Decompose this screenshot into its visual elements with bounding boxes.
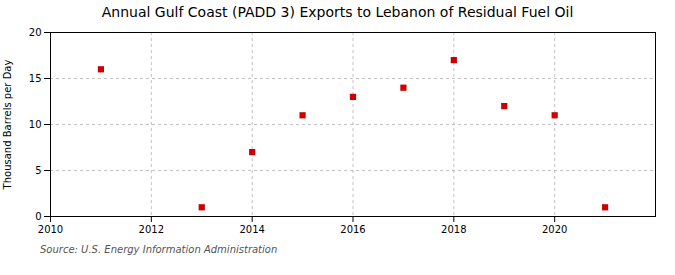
svg-text:2014: 2014 bbox=[239, 224, 264, 235]
svg-text:2016: 2016 bbox=[340, 224, 365, 235]
svg-text:20: 20 bbox=[29, 27, 42, 38]
svg-text:5: 5 bbox=[35, 165, 41, 176]
svg-text:15: 15 bbox=[29, 73, 42, 84]
svg-text:0: 0 bbox=[35, 211, 41, 222]
svg-text:10: 10 bbox=[29, 119, 42, 130]
svg-text:2010: 2010 bbox=[38, 224, 63, 235]
svg-text:Thousand Barrels per Day: Thousand Barrels per Day bbox=[2, 60, 13, 191]
svg-text:2012: 2012 bbox=[139, 224, 164, 235]
html-text:Annual Gulf Coast (PADD 3) Exp: Annual Gulf Coast (PADD 3) Exports to Le… bbox=[101, 4, 574, 20]
html-text:Source: U.S. Energy Informatio: Source: U.S. Energy Information Administ… bbox=[40, 244, 278, 255]
svg-text:2018: 2018 bbox=[441, 224, 466, 235]
svg-text:2020: 2020 bbox=[542, 224, 567, 235]
